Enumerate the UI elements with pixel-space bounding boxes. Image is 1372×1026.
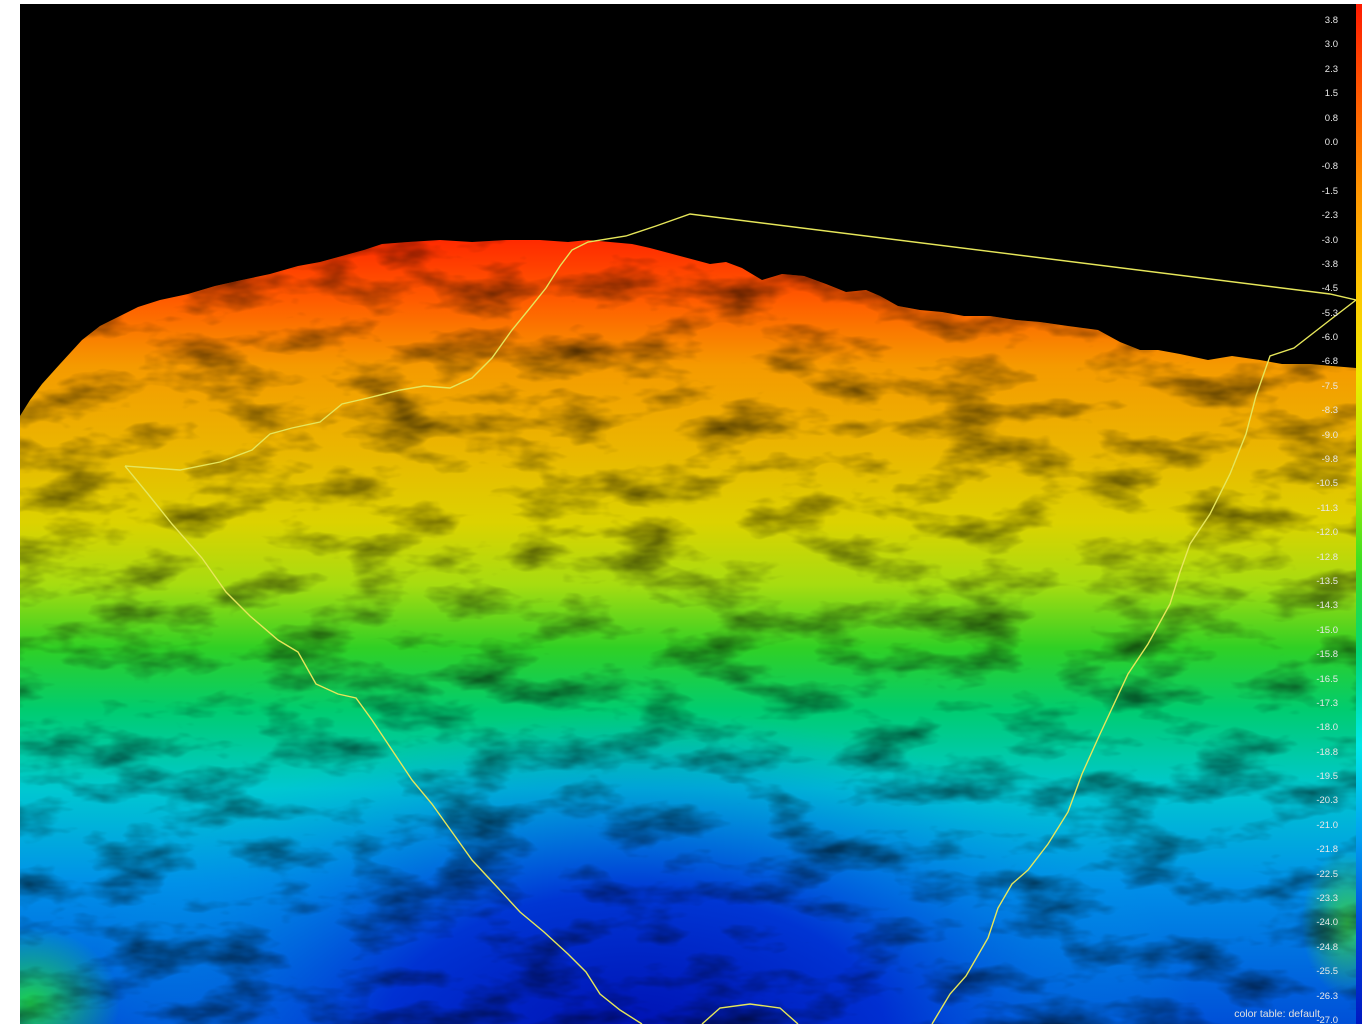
colorbar-tick: -2.3 xyxy=(1321,210,1338,222)
colorbar-tick: -15.0 xyxy=(1316,624,1338,636)
colorbar-tick: -12.8 xyxy=(1316,551,1338,563)
colorbar-tick: -4.5 xyxy=(1321,283,1338,295)
colorbar-tick: -9.0 xyxy=(1321,429,1338,441)
colorbar-gradient xyxy=(1356,4,1362,1024)
colorbar-tick: -9.8 xyxy=(1321,454,1338,466)
colorbar-tick: -13.5 xyxy=(1316,575,1338,587)
colorbar-tick: -21.8 xyxy=(1316,844,1338,856)
colorbar-tick: -24.8 xyxy=(1316,941,1338,953)
colorbar-tick: -18.0 xyxy=(1316,722,1338,734)
colorbar-tick: -26.3 xyxy=(1316,990,1338,1002)
terrain-surface[interactable] xyxy=(20,4,1356,1024)
colorbar-tick: 3.0 xyxy=(1324,39,1338,51)
terrain-3d-viewport[interactable]: 3.8 3.0 2.3 1.5 0.8 0.0 -0.8 -1.5 -2.3 -3.0 -3.8 -4… xyxy=(20,4,1356,1024)
colorbar-tick: -15.8 xyxy=(1316,649,1338,661)
colorbar-tick: -11.3 xyxy=(1317,502,1338,514)
terrain-relief-shading xyxy=(20,240,1356,1024)
color-table-label: color table: default xyxy=(1234,1008,1320,1020)
colorbar-tick: -3.0 xyxy=(1321,234,1338,246)
colorbar-tick: 3.8 xyxy=(1324,15,1338,26)
colorbar-tick: -3.8 xyxy=(1321,258,1338,270)
colorbar-tick: -10.5 xyxy=(1316,478,1338,490)
colorbar-tick: -14.3 xyxy=(1316,600,1338,612)
colorbar-tick: 1.5 xyxy=(1324,88,1338,100)
colorbar-tick: -7.5 xyxy=(1321,380,1338,392)
colorbar-tick: -25.5 xyxy=(1316,966,1338,978)
colorbar-tick: 0.8 xyxy=(1324,112,1338,124)
colorbar-tick: -8.3 xyxy=(1321,405,1338,417)
colorbar-tick: -27.0 xyxy=(1316,1015,1338,1025)
colorbar-tick: -1.5 xyxy=(1321,185,1338,197)
colorbar-tick-labels: 3.8 3.0 2.3 1.5 0.8 0.0 -0.8 -1.5 -2.3 -3.0 -3.8 -4… xyxy=(20,4,1356,1025)
survey-boundary-line-bottom xyxy=(701,1003,799,1024)
survey-boundary-line-right xyxy=(931,299,1356,1024)
colorbar-tick: -19.5 xyxy=(1316,771,1338,783)
colorbar-tick: -18.8 xyxy=(1316,746,1338,758)
colorbar-tick: -20.3 xyxy=(1316,795,1338,807)
colorbar-tick: -17.3 xyxy=(1316,697,1338,709)
survey-boundary-line xyxy=(124,213,1356,471)
colorbar-tick: -5.3 xyxy=(1321,307,1338,319)
colorbar-tick: -21.0 xyxy=(1316,819,1338,831)
colorbar-tick: 2.3 xyxy=(1324,63,1338,75)
survey-boundary-line-left xyxy=(124,465,643,1024)
colorbar-tick: -12.0 xyxy=(1316,527,1338,539)
colorbar-tick: 0.0 xyxy=(1324,136,1338,148)
colorbar-tick: -6.0 xyxy=(1321,332,1338,344)
colorbar-tick: -23.3 xyxy=(1316,893,1338,905)
colorbar-tick: -22.5 xyxy=(1316,868,1338,880)
colorbar-tick: -0.8 xyxy=(1321,161,1338,173)
colorbar-tick: -24.0 xyxy=(1316,917,1338,929)
colorbar-tick: -16.5 xyxy=(1316,673,1338,685)
colorbar-tick: -6.8 xyxy=(1321,356,1338,368)
